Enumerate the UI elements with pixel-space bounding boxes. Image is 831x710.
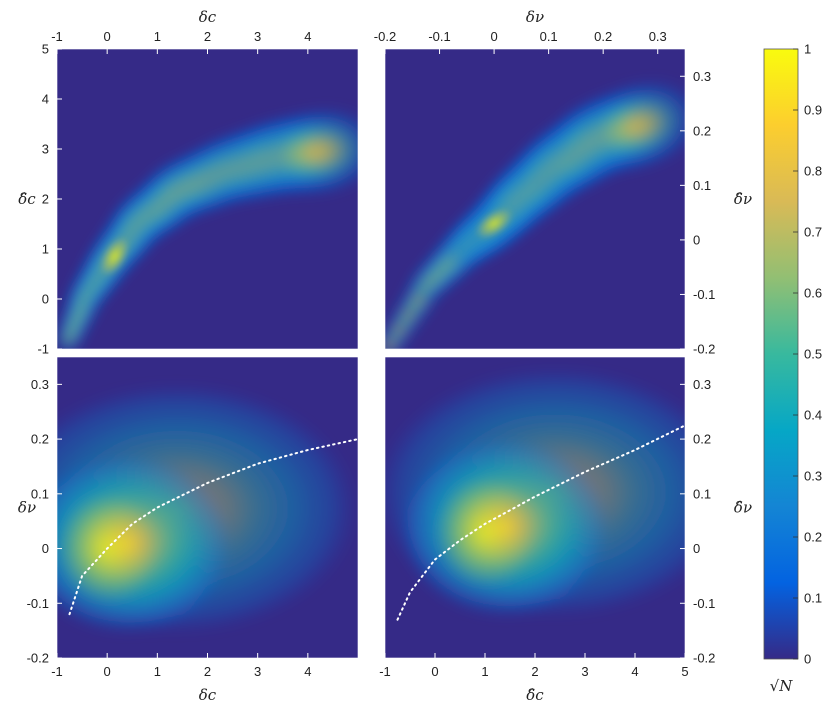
- x-axis-label: δc: [199, 8, 217, 26]
- y-tick-label: 0.3: [31, 377, 49, 392]
- y-tick-label: -0.1: [693, 596, 715, 611]
- x-tick-label: 2: [531, 664, 538, 679]
- y-tick-label: -0.2: [693, 342, 715, 357]
- y-tick-label: 0.2: [693, 123, 711, 138]
- y-tick-label: -0.1: [27, 596, 49, 611]
- x-tick-label: 3: [581, 664, 588, 679]
- y-tick-label: -1: [37, 342, 49, 357]
- x-axis-label: δν: [526, 8, 544, 26]
- x-tick-label: -1: [51, 664, 63, 679]
- heatmap-density: [57, 106, 358, 349]
- x-tick-label: 5: [681, 664, 688, 679]
- x-tick-label: 1: [481, 664, 488, 679]
- x-tick-label: 0: [104, 29, 111, 44]
- y-tick-label: 0.1: [693, 178, 711, 193]
- x-tick-label: 2: [204, 29, 211, 44]
- colorbar-tick-label: 1: [804, 42, 811, 57]
- y-axis-label: δ̂ν: [734, 190, 752, 208]
- colorbar-tick-label: 0.9: [804, 103, 822, 118]
- y-tick-label: 0.2: [693, 432, 711, 447]
- y-tick-label: 1: [42, 242, 49, 257]
- colorbar-tick-label: 0.8: [804, 164, 822, 179]
- y-tick-label: 0.1: [31, 486, 49, 501]
- colorbar-tick-label: 0.7: [804, 225, 822, 240]
- fit-curve: [68, 438, 358, 616]
- x-tick-label: 2: [204, 664, 211, 679]
- x-tick-label: 0.1: [540, 29, 558, 44]
- x-tick-label: 0: [104, 664, 111, 679]
- y-tick-label: 2: [42, 192, 49, 207]
- colorbar-label: √N: [770, 677, 794, 695]
- x-axis-label: δ̂c: [526, 686, 544, 704]
- x-tick-label: -0.2: [374, 29, 396, 44]
- y-tick-label: 0.2: [31, 432, 49, 447]
- density-blob: [586, 78, 685, 170]
- y-axis-label: δν: [18, 499, 36, 517]
- y-tick-label: 3: [42, 142, 49, 157]
- density-peak: [435, 477, 535, 588]
- panel-bottom-left: -1 0 1 2 3 4 -0.2 -0.1 0 0.1 0.2 0.3 δc δν: [18, 356, 359, 704]
- x-axis-label: δc: [199, 686, 217, 704]
- density-peak: [99, 236, 130, 277]
- y-tick-label: 0.3: [693, 69, 711, 84]
- panel-bottom-right: -1 0 1 2 3 4 5 -0.2 -0.1 0 0.1 0.2 0.3 δ̂c δ̂ν: [379, 356, 752, 704]
- x-tick-label: -1: [379, 664, 391, 679]
- colorbar-tick-label: 0.2: [804, 530, 822, 545]
- y-tick-label: 0: [42, 292, 49, 307]
- y-tick-label: 0.1: [693, 486, 711, 501]
- y-tick-label: -0.2: [27, 651, 49, 666]
- x-tick-label: 1: [154, 664, 161, 679]
- x-tick-label: -1: [51, 29, 63, 44]
- x-tick-label: 3: [254, 29, 261, 44]
- x-tick-label: 4: [304, 664, 311, 679]
- y-tick-label: -0.1: [693, 287, 715, 302]
- y-tick-label: -0.2: [693, 651, 715, 666]
- x-tick-label: 0.3: [649, 29, 667, 44]
- y-axis-label: δ̂ν: [734, 499, 752, 517]
- x-tick-label: 3: [254, 664, 261, 679]
- heatmap-density: [385, 367, 685, 618]
- x-tick-label: 0: [431, 664, 438, 679]
- colorbar-tick-label: 0.4: [804, 408, 822, 423]
- colorbar-tick-label: 0: [804, 652, 811, 667]
- x-tick-label: 0.2: [594, 29, 612, 44]
- x-tick-label: 0: [490, 29, 497, 44]
- heatmap-density: [57, 383, 358, 634]
- density-peak: [474, 207, 514, 240]
- fit-curve: [396, 424, 685, 621]
- y-tick-label: 4: [42, 92, 49, 107]
- y-tick-label: 0: [693, 541, 700, 556]
- x-tick-label: 4: [304, 29, 311, 44]
- x-tick-label: 4: [631, 664, 638, 679]
- heatmap-density: [385, 78, 685, 349]
- colorbar-tick-label: 0.5: [804, 347, 822, 362]
- colorbar-tick-label: 0.3: [804, 469, 822, 484]
- y-tick-label: 0.3: [693, 377, 711, 392]
- x-tick-label: 1: [154, 29, 161, 44]
- colorbar-tick-label: 0.1: [804, 591, 822, 606]
- panel-top-left: -1 0 1 2 3 4 -1 0 1 2 3 4 5 δc δ̂c: [18, 8, 359, 357]
- colorbar-tick-label: 0.6: [804, 286, 822, 301]
- y-tick-label: 5: [42, 42, 49, 57]
- colorbar: 0 0.1 0.2 0.3 0.4 0.5 0.6 0.7 0.8 0.9 1 √N: [763, 42, 822, 695]
- x-tick-label: -0.1: [428, 29, 450, 44]
- y-tick-label: 0: [693, 232, 700, 247]
- y-axis-label: δ̂c: [18, 190, 36, 208]
- panel-frame: [384, 48, 686, 350]
- colorbar-bar: [763, 48, 799, 660]
- panel-top-right: -0.2 -0.1 0 0.1 0.2 0.3 -0.2 -0.1 0 0.1 0.2 0.3 δν δ̂…: [374, 8, 752, 357]
- y-tick-label: 0: [42, 541, 49, 556]
- density-blob: [265, 106, 358, 196]
